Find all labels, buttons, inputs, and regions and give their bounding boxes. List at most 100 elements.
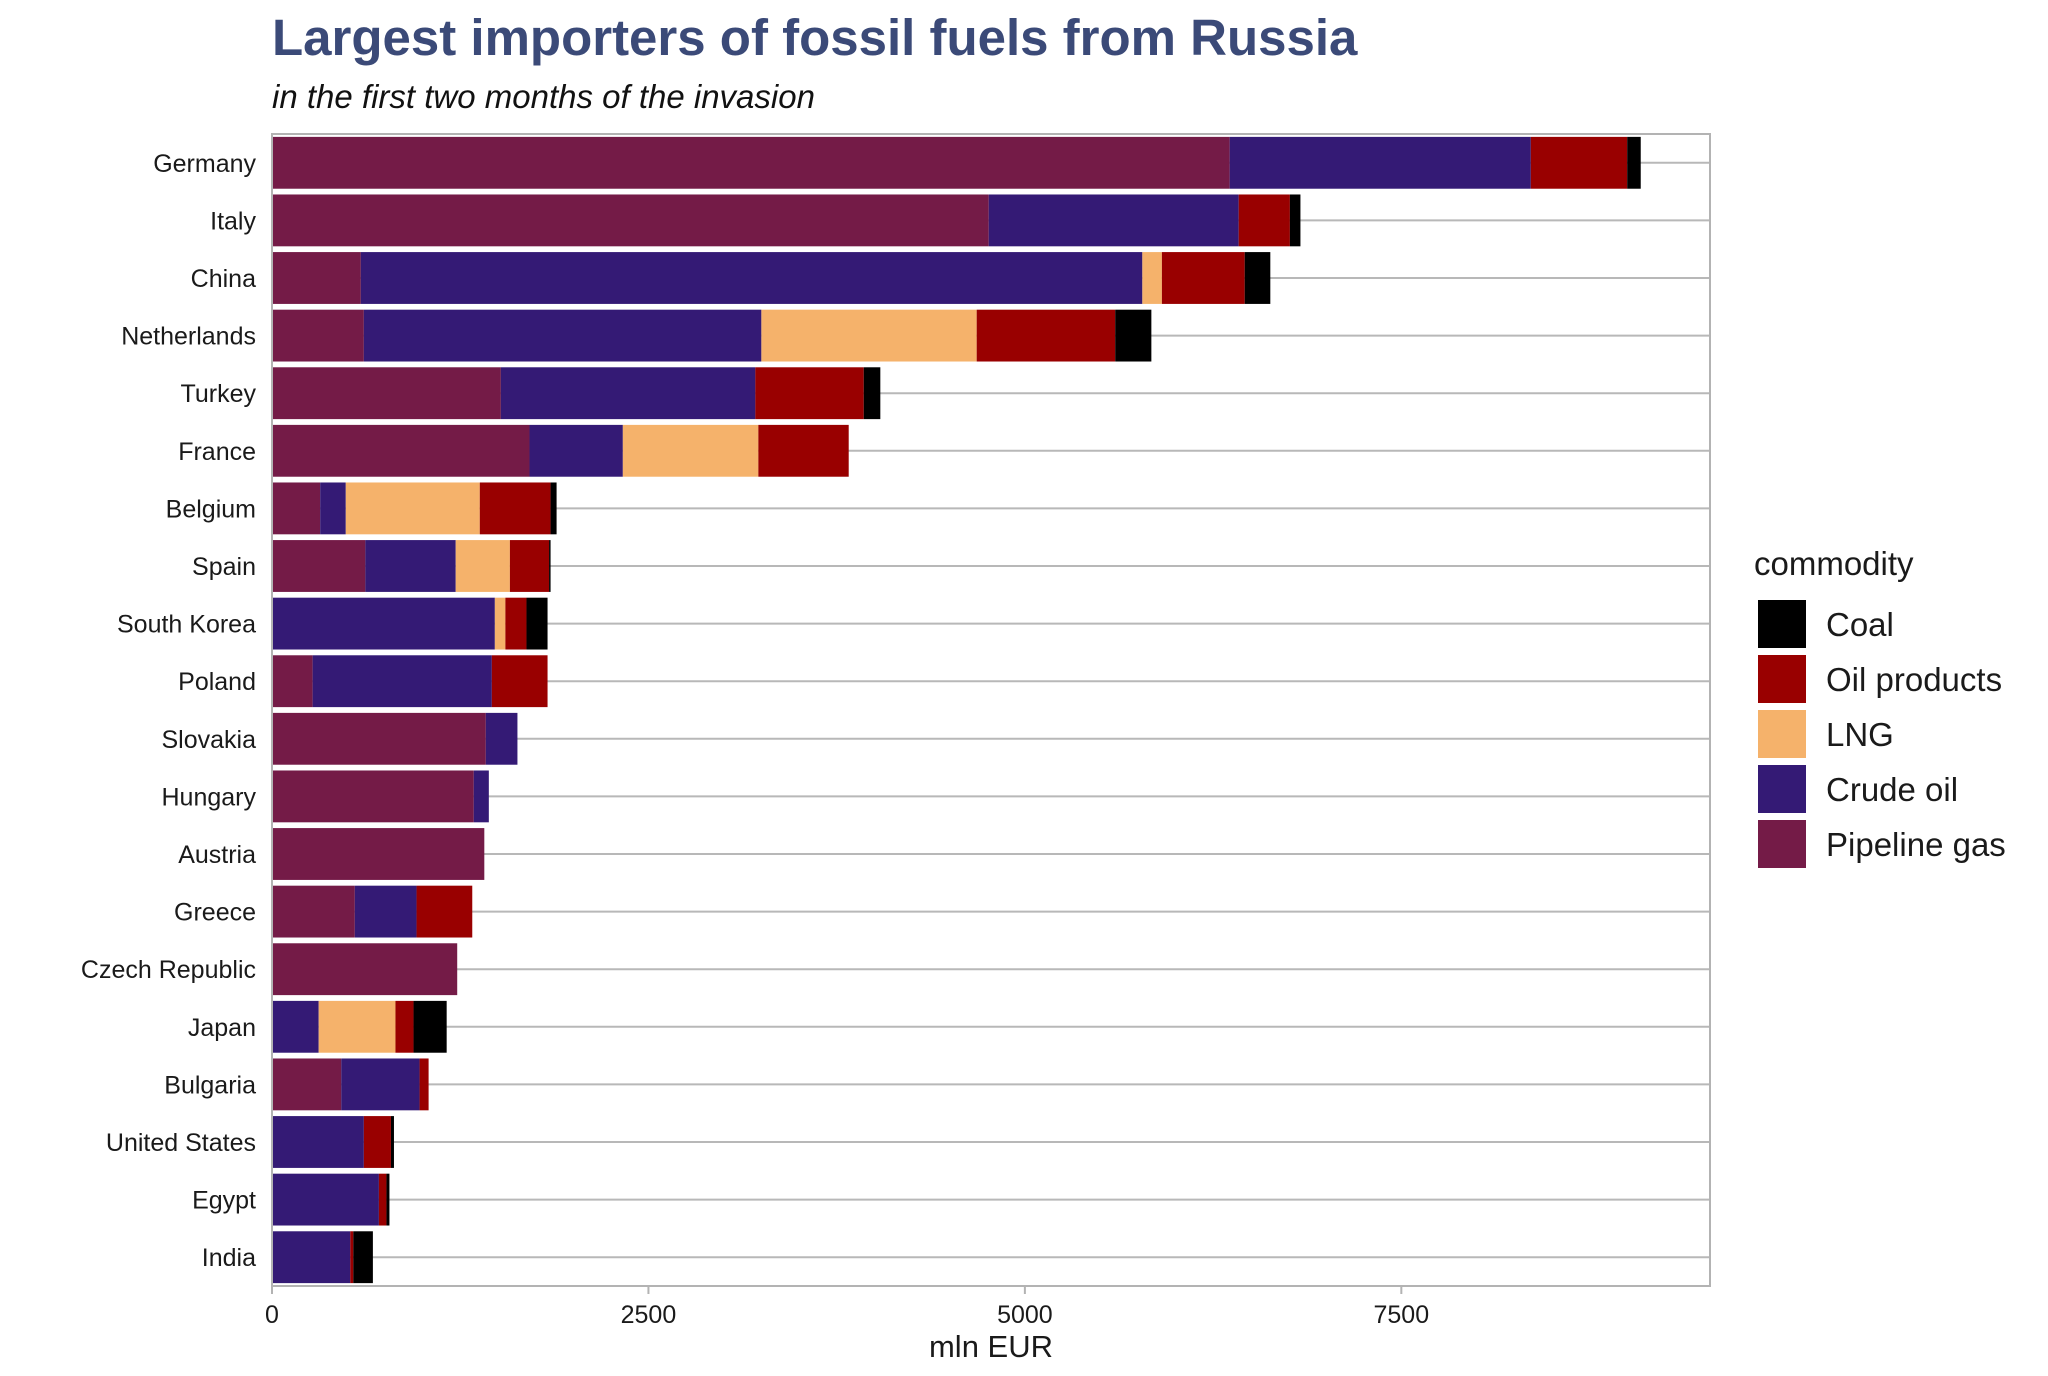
category-axis: Germany Italy China Netherlands Turkey France… [81, 150, 257, 1272]
bar-segment [491, 655, 548, 708]
tick-label: 2500 [621, 1301, 677, 1329]
legend-title: commodity [1754, 545, 1914, 582]
category-label: China [191, 265, 256, 293]
value-axis: 0 2500 5000 7500 [265, 1286, 1429, 1329]
category-label: Germany [153, 150, 256, 178]
tick-label: 5000 [997, 1301, 1053, 1329]
bar-segment [272, 943, 458, 996]
legend-swatch [1758, 655, 1806, 703]
bar-segment [1142, 252, 1162, 304]
bar-segment [272, 1173, 379, 1226]
bar-segment [272, 540, 366, 592]
category-label: Hungary [162, 783, 257, 811]
bar-segment [1161, 252, 1245, 304]
bar-segment [365, 540, 456, 592]
bar-segment [272, 194, 989, 247]
bar-segment [272, 885, 355, 938]
bar-segment [312, 655, 492, 708]
bar-segment [272, 367, 501, 420]
bar-segment [272, 309, 364, 362]
x-axis-title: mln EUR [929, 1329, 1053, 1364]
category-label: Italy [210, 207, 256, 235]
bar-segment [500, 367, 756, 420]
category-label: United States [106, 1129, 256, 1157]
bar-segment [988, 194, 1239, 247]
category-label: Bulgaria [164, 1071, 256, 1099]
legend-swatch [1758, 820, 1806, 868]
bar-segment [320, 482, 346, 535]
category-label: Czech Republic [81, 956, 256, 984]
category-label: Egypt [192, 1187, 256, 1215]
legend-label: Crude oil [1826, 771, 1958, 808]
bar-segment [272, 770, 474, 823]
bar-segment [272, 712, 486, 765]
bar-segment [272, 1231, 351, 1284]
bar-segment [761, 309, 977, 362]
legend-swatch [1758, 600, 1806, 648]
category-label: South Korea [117, 611, 256, 639]
bar-segment [350, 1231, 354, 1284]
category-label: Japan [188, 1014, 256, 1042]
bar-segment [1530, 136, 1628, 189]
bar-segment [363, 1116, 391, 1168]
category-label: India [202, 1244, 256, 1272]
legend: commodity Coal Oil products LNG Crude oil Pi… [1754, 545, 2006, 868]
bar-segment [1238, 194, 1290, 247]
bar-segment [1289, 194, 1301, 247]
bar-segment [1229, 136, 1531, 189]
bar-segment [419, 1058, 429, 1111]
bar-segment [479, 482, 551, 535]
legend-swatch [1758, 765, 1806, 813]
bar-segment [622, 424, 759, 477]
bar-segment [455, 540, 510, 592]
bar-segment [272, 828, 485, 880]
category-label: Netherlands [121, 323, 256, 351]
bar-segment [494, 597, 506, 650]
category-label: Turkey [181, 380, 257, 408]
bar-segment [363, 309, 762, 362]
bar-segment [1244, 252, 1271, 304]
bar-segment [272, 1000, 319, 1053]
bar-segment [413, 1000, 447, 1053]
bar-segment [360, 252, 1143, 304]
bar-segment [416, 885, 473, 938]
bar-segment [345, 482, 480, 535]
bar-segment [272, 655, 313, 708]
bar-segment [505, 597, 527, 650]
bar-segment [863, 367, 881, 420]
bar-segment [354, 885, 417, 938]
chart-subtitle: in the first two months of the invasion [272, 78, 815, 115]
bar-segment [272, 1058, 342, 1111]
bar-segment [272, 597, 495, 650]
bar-segment [272, 252, 361, 304]
bar-segment [755, 367, 864, 420]
bar-segment [386, 1173, 390, 1226]
bar-segment [526, 597, 548, 650]
plot-panel-border [271, 133, 1711, 1287]
bar-segment [509, 540, 550, 592]
bar-segment [390, 1116, 394, 1168]
category-label: Austria [178, 841, 256, 869]
legend-label: Oil products [1826, 661, 2002, 698]
legend-label: LNG [1826, 716, 1894, 753]
bar-segment [272, 1116, 364, 1168]
bar-segment [550, 482, 557, 535]
tick-label: 0 [265, 1301, 279, 1329]
category-label: Spain [192, 553, 256, 581]
bar-segment [976, 309, 1116, 362]
bars [272, 136, 1641, 1284]
bar-segment [272, 424, 530, 477]
category-label: Greece [174, 899, 256, 927]
category-label: Belgium [166, 495, 256, 523]
category-label: Poland [178, 668, 256, 696]
bar-segment [1115, 309, 1152, 362]
bar-segment [473, 770, 489, 823]
legend-label: Pipeline gas [1826, 826, 2006, 863]
legend-label: Coal [1826, 606, 1894, 643]
category-label: Slovakia [162, 726, 257, 754]
bar-segment [272, 136, 1230, 189]
bar-segment [758, 424, 849, 477]
bar-segment [395, 1000, 414, 1053]
bar-segment [318, 1000, 396, 1053]
